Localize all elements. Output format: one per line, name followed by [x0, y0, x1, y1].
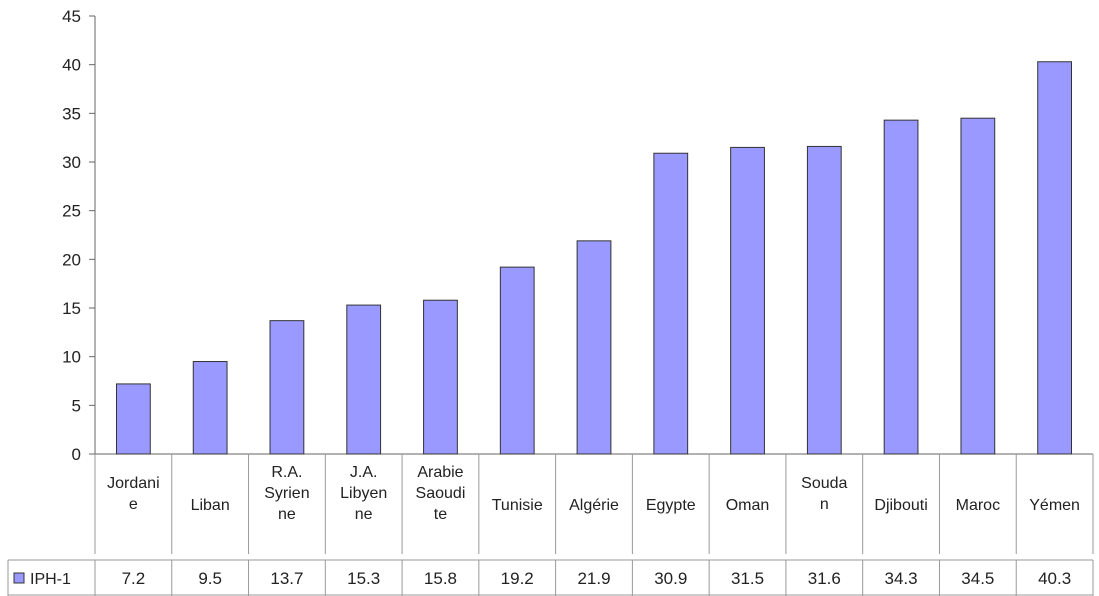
- y-tick-label: 10: [62, 348, 81, 367]
- y-tick-label: 5: [72, 396, 81, 415]
- category-label: ne: [355, 506, 373, 523]
- category-label: e: [129, 496, 138, 513]
- data-label: 34.3: [885, 569, 918, 588]
- category-label: Djibouti: [874, 497, 927, 514]
- category-label: ne: [278, 506, 296, 523]
- category-label: J.A.: [350, 464, 378, 481]
- bar-series: [115, 61, 1073, 455]
- data-label: 21.9: [577, 569, 610, 588]
- bar: [269, 320, 305, 455]
- y-tick-label: 25: [62, 202, 81, 221]
- legend-label: IPH-1: [30, 571, 71, 588]
- data-label: 34.5: [961, 569, 994, 588]
- data-label: 31.6: [808, 569, 841, 588]
- y-tick-label: 40: [62, 56, 81, 75]
- data-label: 9.5: [198, 569, 222, 588]
- data-label: 40.3: [1038, 569, 1071, 588]
- category-label: Saoudi: [416, 485, 466, 502]
- y-tick-label: 0: [72, 445, 81, 464]
- category-label: Jordani: [107, 475, 159, 492]
- data-label: 15.8: [424, 569, 457, 588]
- y-tick-label: 35: [62, 104, 81, 123]
- y-tick-label: 20: [62, 250, 81, 269]
- data-label: 7.2: [122, 569, 146, 588]
- y-tick-label: 15: [62, 299, 81, 318]
- data-label: 19.2: [501, 569, 534, 588]
- category-label: te: [434, 506, 447, 523]
- bar: [115, 383, 151, 455]
- legend-swatch: [13, 572, 25, 584]
- bar: [499, 266, 535, 455]
- bar: [423, 299, 458, 455]
- category-label: Algérie: [569, 497, 619, 514]
- category-label: R.A.: [271, 464, 302, 481]
- y-tick-label: 30: [62, 153, 81, 172]
- bar: [346, 304, 382, 455]
- category-label: Souda: [801, 475, 847, 492]
- category-label: n: [820, 496, 829, 513]
- category-label: Liban: [191, 497, 230, 514]
- category-label: Oman: [726, 497, 770, 514]
- category-label: Arabie: [417, 464, 463, 481]
- category-label: Egypte: [646, 497, 696, 514]
- data-label: 15.3: [347, 569, 380, 588]
- bar: [730, 146, 765, 455]
- category-label: Syrien: [264, 485, 309, 502]
- bar: [806, 145, 842, 455]
- data-label: 31.5: [731, 569, 764, 588]
- category-label: Yémen: [1029, 497, 1080, 514]
- category-label: Tunisie: [492, 497, 543, 514]
- data-table: Jordani e Liban R.A. Syrien ne J.A. Libyen ne Ara…: [7, 454, 1094, 596]
- data-label: 30.9: [654, 569, 687, 588]
- y-tick-label: 45: [62, 7, 81, 26]
- bar: [192, 361, 228, 455]
- y-axis: 0 5 10 15 20 25 30 35 40 45: [62, 7, 1093, 464]
- bar: [576, 240, 612, 455]
- category-label: Maroc: [956, 497, 1000, 514]
- bar: [960, 117, 996, 455]
- bar: [1037, 61, 1073, 455]
- bar: [883, 119, 919, 455]
- data-label: 13.7: [270, 569, 303, 588]
- category-label: Libyen: [340, 485, 387, 502]
- bar: [653, 152, 689, 455]
